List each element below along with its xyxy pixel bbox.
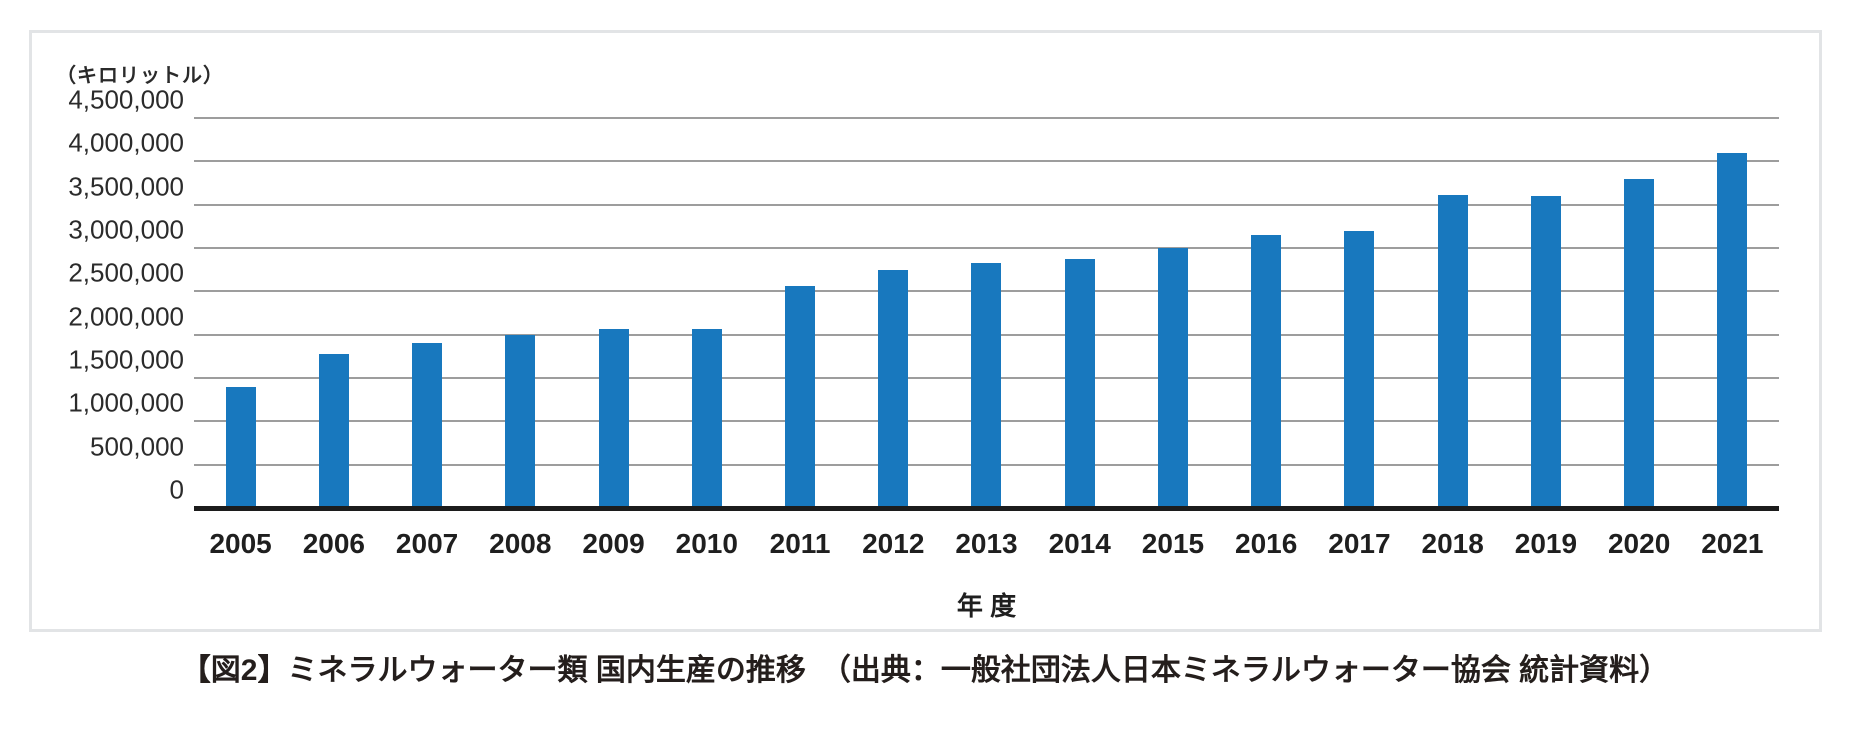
bar-2006 (318, 353, 349, 508)
bar-slot-2014: 2014 (1033, 118, 1126, 559)
x-tick-label-2014: 2014 (1048, 528, 1111, 559)
bar-2021 (1717, 152, 1748, 508)
bar-2014 (1064, 259, 1095, 508)
bar-2015 (1157, 248, 1188, 508)
y-tick-label: 4,500,000 (68, 84, 184, 115)
bar-slot-2009: 2009 (567, 118, 660, 559)
bar-slot-2011: 2011 (753, 118, 846, 559)
x-tick-label-2018: 2018 (1421, 528, 1484, 559)
x-tick-label-2017: 2017 (1328, 528, 1391, 559)
y-tick-label: 500,000 (90, 431, 184, 462)
bar-2010 (691, 328, 722, 508)
bar-slot-2006: 2006 (287, 118, 380, 559)
plot-area: 0 500,000 1,000,000 1,500,000 2,000,000 2,500… (68, 85, 1779, 621)
y-tick-label: 3,500,000 (68, 171, 184, 202)
figure-caption: 【図2】ミネラルウォーター類 国内生産の推移 （出典：一般社団法人日本ミネラルウ… (180, 654, 1670, 687)
bar-series: 2005 2006 2007 2008 2009 2010 2011 2012 2013 2014… (194, 118, 1779, 559)
x-tick-label-2010: 2010 (675, 528, 738, 559)
bar-slot-2013: 2013 (940, 118, 1033, 559)
x-tick-label-2008: 2008 (489, 528, 552, 559)
y-tick-label: 1,000,000 (68, 387, 184, 418)
y-axis-tick-labels: 0 500,000 1,000,000 1,500,000 2,000,000 2,500… (68, 85, 1779, 508)
bar-slot-2008: 2008 (474, 118, 567, 559)
bar-slot-2016: 2016 (1220, 118, 1313, 559)
bar-2017 (1344, 230, 1375, 508)
bar-2016 (1251, 235, 1282, 508)
x-tick-label-2009: 2009 (582, 528, 645, 559)
bar-slot-2020: 2020 (1593, 118, 1686, 559)
chart-panel: （キロリットル） 0 500,000 1,000,000 1,500,000 2,000… (29, 30, 1822, 632)
x-tick-label-2013: 2013 (955, 528, 1018, 559)
y-tick-label: 2,000,000 (68, 301, 184, 332)
bar-2005 (225, 386, 256, 508)
y-tick-label: 2,500,000 (68, 257, 184, 288)
bar-2007 (412, 343, 443, 508)
bar-2013 (971, 262, 1002, 508)
x-tick-label-2016: 2016 (1235, 528, 1298, 559)
bar-slot-2007: 2007 (380, 118, 473, 559)
bar-slot-2010: 2010 (660, 118, 753, 559)
bar-2008 (505, 334, 536, 508)
y-tick-label: 4,000,000 (68, 127, 184, 158)
x-tick-label-2019: 2019 (1514, 528, 1578, 559)
bar-2011 (785, 286, 816, 508)
y-tick-label: 3,000,000 (68, 214, 184, 245)
bar-slot-2019: 2019 (1499, 118, 1592, 559)
x-tick-label-2011: 2011 (769, 528, 831, 559)
gridline (194, 247, 1779, 250)
bar-2012 (878, 269, 909, 508)
gridline (194, 160, 1779, 163)
x-tick-label-2006: 2006 (302, 528, 365, 559)
y-tick-label: 0 (169, 474, 184, 505)
x-tick-label-2021: 2021 (1701, 528, 1764, 559)
x-tick-label-2005: 2005 (209, 528, 272, 559)
gridline (194, 203, 1779, 206)
x-axis-line (194, 506, 1779, 511)
x-tick-label-2007: 2007 (395, 528, 459, 559)
bar-slot-2017: 2017 (1313, 118, 1406, 559)
y-axis-unit-label: （キロリットル） (56, 65, 224, 87)
bar-2009 (598, 328, 629, 508)
x-tick-label-2020: 2020 (1607, 528, 1671, 559)
x-tick-label-2015: 2015 (1141, 528, 1205, 559)
bar-2020 (1624, 178, 1655, 508)
x-tick-label-2012: 2012 (862, 528, 925, 559)
bar-2018 (1437, 195, 1468, 508)
bar-slot-2015: 2015 (1126, 118, 1219, 559)
bar-slot-2021: 2021 (1686, 118, 1779, 559)
bar-2019 (1530, 196, 1561, 508)
y-tick-label: 1,500,000 (68, 344, 184, 375)
bar-slot-2012: 2012 (847, 118, 940, 559)
gridline (194, 117, 1779, 119)
bar-slot-2005: 2005 (194, 118, 287, 559)
x-axis-title: 年 度 (956, 591, 1017, 621)
bar-slot-2018: 2018 (1406, 118, 1499, 559)
